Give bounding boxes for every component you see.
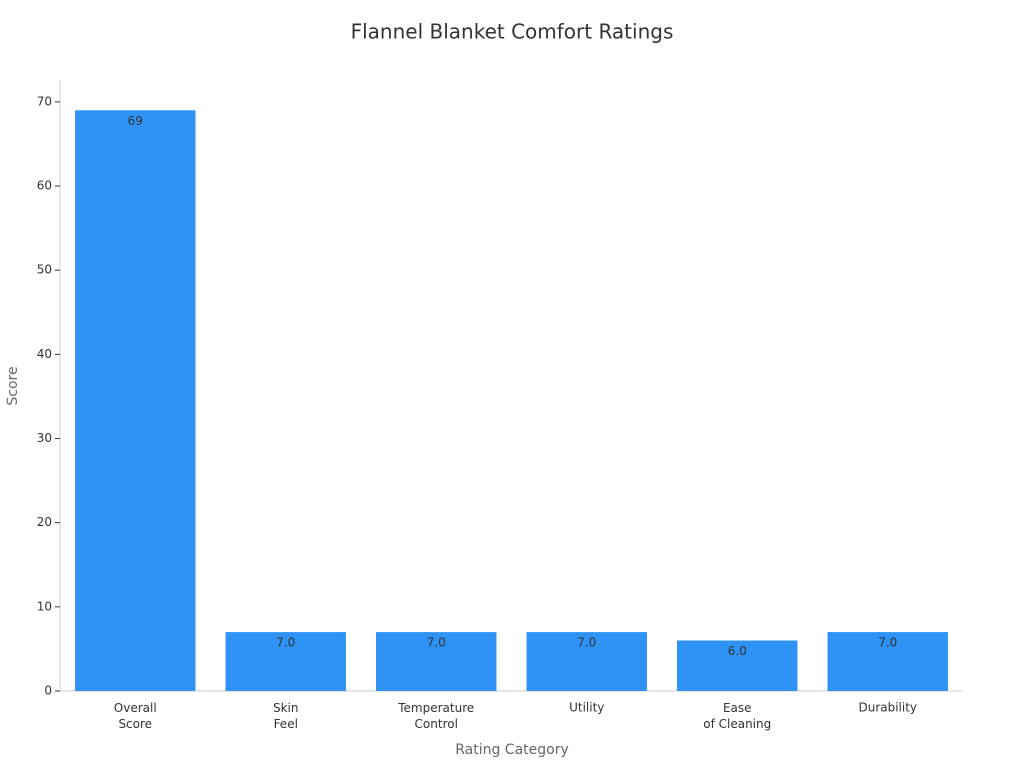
x-tick-label: Skin Feel (273, 701, 299, 731)
y-tick-label: 60 (37, 179, 52, 193)
value-label: 7.0 (878, 636, 897, 650)
value-label: 69 (128, 114, 143, 128)
value-label: 7.0 (276, 636, 295, 650)
y-tick-label: 40 (37, 347, 52, 361)
value-label: 6.0 (728, 644, 747, 658)
y-tick-label: 30 (37, 431, 52, 445)
bar (677, 640, 798, 691)
y-axis-title: Score (5, 366, 21, 405)
value-label: 7.0 (427, 636, 446, 650)
value-label: 7.0 (577, 636, 596, 650)
y-tick-label: 0 (44, 684, 52, 698)
bar (827, 632, 948, 691)
y-tick-label: 50 (37, 263, 52, 277)
y-tick-label: 20 (37, 515, 52, 529)
x-tick-label: Temperature Control (397, 701, 474, 731)
bar (75, 110, 196, 691)
x-tick-label: Ease of Cleaning (703, 701, 771, 731)
x-axis-title: Rating Category (455, 742, 569, 758)
chart-title: Flannel Blanket Comfort Ratings (351, 20, 674, 44)
x-tick-label: Overall Score (114, 701, 157, 731)
bar (376, 632, 497, 691)
bar (225, 632, 346, 691)
bar (526, 632, 647, 691)
x-tick-label: Durability (858, 701, 917, 715)
x-tick-label: Utility (569, 701, 604, 715)
y-tick-label: 70 (37, 94, 52, 108)
y-tick-label: 10 (37, 599, 52, 613)
